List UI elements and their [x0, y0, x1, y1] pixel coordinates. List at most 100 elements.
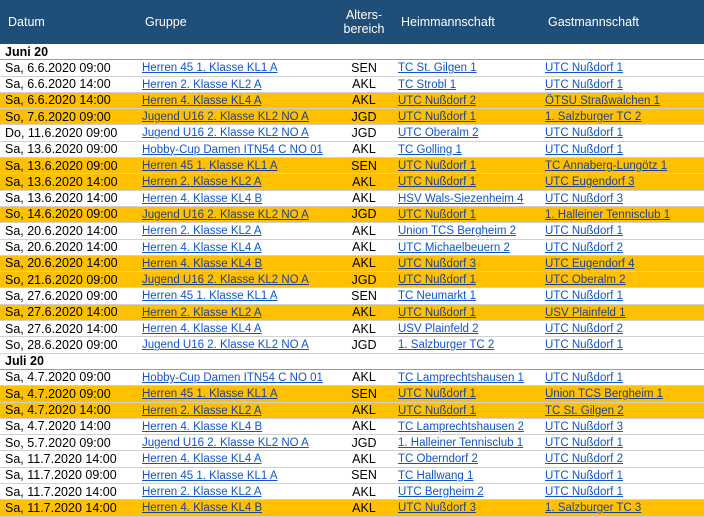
match-home-team-link[interactable]: 1. Salzburger TC 2 — [398, 339, 495, 352]
match-group-link[interactable]: Herren 2. Klasse KL2 A — [142, 78, 262, 91]
match-group-link[interactable]: Jugend U16 2. Klasse KL2 NO A — [142, 127, 309, 140]
match-home-team: UTC Nußdorf 1 — [393, 271, 540, 289]
match-guest-team-link[interactable]: UTC Nußdorf 3 — [545, 192, 623, 205]
match-home-team-link[interactable]: TC Oberndorf 2 — [398, 453, 478, 466]
match-group-link[interactable]: Herren 4. Klasse KL4 B — [142, 192, 263, 205]
match-group-link[interactable]: Herren 4. Klasse KL4 B — [142, 420, 263, 433]
match-home-team-link[interactable]: HSV Wals-Siezenheim 4 — [398, 192, 524, 205]
match-group-link[interactable]: Herren 4. Klasse KL4 A — [142, 241, 262, 254]
match-group-link[interactable]: Herren 4. Klasse KL4 B — [142, 257, 263, 270]
match-guest-team-link[interactable]: UTC Nußdorf 3 — [545, 420, 623, 433]
match-home-team-link[interactable]: UTC Nußdorf 1 — [398, 306, 476, 319]
match-guest-team-link[interactable]: UTC Nußdorf 1 — [545, 225, 623, 238]
match-home-team-link[interactable]: UTC Nußdorf 2 — [398, 94, 476, 107]
match-group-link[interactable]: Herren 45 1. Klasse KL1 A — [142, 469, 278, 482]
match-home-team-link[interactable]: UTC Nußdorf 1 — [398, 404, 476, 417]
match-group-link[interactable]: Jugend U16 2. Klasse KL2 NO A — [142, 274, 309, 287]
match-group-link[interactable]: Herren 45 1. Klasse KL1 A — [142, 160, 278, 173]
match-home-team-link[interactable]: TC Lamprechtshausen 2 — [398, 420, 524, 433]
match-guest-team-link[interactable]: UTC Nußdorf 1 — [545, 437, 623, 450]
match-guest-team-link[interactable]: 1. Salzburger TC 3 — [545, 502, 642, 515]
match-group: Herren 4. Klasse KL4 B — [137, 190, 335, 207]
match-home-team-link[interactable]: TC Hallwang 1 — [398, 469, 474, 482]
match-date: Sa, 27.6.2020 14:00 — [0, 304, 137, 322]
match-guest-team-link[interactable]: UTC Eugendorf 3 — [545, 176, 635, 189]
match-group-link[interactable]: Herren 4. Klasse KL4 A — [142, 323, 262, 336]
match-row: Sa, 6.6.2020 14:00 Herren 4. Klasse KL4 A… — [0, 92, 704, 110]
match-guest-team-link[interactable]: 1. Halleiner Tennisclub 1 — [545, 208, 671, 221]
match-home-team-link[interactable]: UTC Bergheim 2 — [398, 486, 484, 499]
match-group: Herren 4. Klasse KL4 A — [137, 450, 335, 468]
match-group-link[interactable]: Herren 45 1. Klasse KL1 A — [142, 62, 278, 75]
match-group-link[interactable]: Herren 4. Klasse KL4 A — [142, 94, 262, 107]
match-home-team-link[interactable]: UTC Michaelbeuern 2 — [398, 241, 510, 254]
match-group-link[interactable]: Jugend U16 2. Klasse KL2 NO A — [142, 339, 309, 352]
match-guest-team: ÖTSU Straßwalchen 1 — [540, 92, 704, 110]
match-guest-team-link[interactable]: UTC Nußdorf 1 — [545, 469, 623, 482]
match-guest-team: UTC Nußdorf 1 — [540, 369, 704, 387]
match-date: Sa, 4.7.2020 09:00 — [0, 385, 137, 403]
match-home-team-link[interactable]: UTC Nußdorf 1 — [398, 388, 476, 401]
match-guest-team-link[interactable]: UTC Nußdorf 1 — [545, 486, 623, 499]
match-home-team: Union TCS Bergheim 2 — [393, 222, 540, 240]
match-group-link[interactable]: Jugend U16 2. Klasse KL2 NO A — [142, 111, 309, 124]
match-age-group: AKL — [335, 141, 393, 159]
match-group-link[interactable]: Herren 4. Klasse KL4 A — [142, 453, 262, 466]
match-guest-team-link[interactable]: UTC Oberalm 2 — [545, 274, 626, 287]
match-guest-team-link[interactable]: UTC Nußdorf 1 — [545, 78, 623, 91]
match-guest-team-link[interactable]: UTC Eugendorf 4 — [545, 257, 635, 270]
match-home-team-link[interactable]: TC Lamprechtshausen 1 — [398, 371, 524, 384]
match-home-team: UTC Nußdorf 1 — [393, 206, 540, 224]
match-home-team-link[interactable]: Union TCS Bergheim 2 — [398, 225, 517, 238]
match-group-link[interactable]: Herren 2. Klasse KL2 A — [142, 404, 262, 417]
match-date: Sa, 13.6.2020 09:00 — [0, 141, 137, 159]
match-guest-team-link[interactable]: UTC Nußdorf 1 — [545, 127, 623, 140]
match-home-team-link[interactable]: TC Strobl 1 — [398, 78, 457, 91]
match-group-link[interactable]: Herren 45 1. Klasse KL1 A — [142, 388, 278, 401]
match-guest-team-link[interactable]: UTC Nußdorf 2 — [545, 453, 623, 466]
match-group-link[interactable]: Hobby-Cup Damen ITN54 C NO 01 — [142, 143, 323, 156]
match-guest-team-link[interactable]: UTC Nußdorf 1 — [545, 290, 623, 303]
match-group: Jugend U16 2. Klasse KL2 NO A — [137, 434, 335, 452]
match-group-link[interactable]: Herren 2. Klasse KL2 A — [142, 306, 262, 319]
match-home-team-link[interactable]: 1. Halleiner Tennisclub 1 — [398, 437, 524, 450]
match-group-link[interactable]: Herren 4. Klasse KL4 B — [142, 502, 263, 515]
match-group-link[interactable]: Hobby-Cup Damen ITN54 C NO 01 — [142, 371, 323, 384]
match-row: Sa, 4.7.2020 14:00 Herren 4. Klasse KL4 B… — [0, 418, 704, 436]
match-home-team-link[interactable]: UTC Nußdorf 3 — [398, 502, 476, 515]
match-home-team-link[interactable]: UTC Oberalm 2 — [398, 127, 479, 140]
match-guest-team-link[interactable]: UTC Nußdorf 1 — [545, 339, 623, 352]
match-home-team-link[interactable]: TC Golling 1 — [398, 143, 462, 156]
match-home-team-link[interactable]: TC Neumarkt 1 — [398, 290, 476, 303]
match-group-link[interactable]: Jugend U16 2. Klasse KL2 NO A — [142, 208, 309, 221]
match-home-team-link[interactable]: UTC Nußdorf 1 — [398, 160, 476, 173]
match-guest-team-link[interactable]: UTC Nußdorf 1 — [545, 371, 623, 384]
match-home-team-link[interactable]: UTC Nußdorf 1 — [398, 111, 476, 124]
match-home-team-link[interactable]: UTC Nußdorf 3 — [398, 257, 476, 270]
match-group-link[interactable]: Herren 2. Klasse KL2 A — [142, 176, 262, 189]
match-guest-team-link[interactable]: UTC Nußdorf 2 — [545, 241, 623, 254]
match-home-team-link[interactable]: UTC Nußdorf 1 — [398, 274, 476, 287]
match-guest-team-link[interactable]: TC Annaberg-Lungötz 1 — [545, 160, 668, 173]
match-guest-team-link[interactable]: 1. Salzburger TC 2 — [545, 111, 642, 124]
match-group-link[interactable]: Herren 2. Klasse KL2 A — [142, 486, 262, 499]
match-guest-team-link[interactable]: TC St. Gilgen 2 — [545, 404, 624, 417]
match-group-link[interactable]: Herren 45 1. Klasse KL1 A — [142, 290, 278, 303]
match-row: So, 7.6.2020 09:00 Jugend U16 2. Klasse K… — [0, 108, 704, 126]
match-guest-team-link[interactable]: ÖTSU Straßwalchen 1 — [545, 94, 661, 107]
match-group-link[interactable]: Herren 2. Klasse KL2 A — [142, 225, 262, 238]
match-guest-team-link[interactable]: UTC Nußdorf 2 — [545, 323, 623, 336]
match-group-link[interactable]: Jugend U16 2. Klasse KL2 NO A — [142, 437, 309, 450]
match-age-group: SEN — [335, 287, 393, 305]
match-guest-team-link[interactable]: Union TCS Bergheim 1 — [545, 388, 664, 401]
match-guest-team-link[interactable]: UTC Nußdorf 1 — [545, 143, 623, 156]
match-group: Jugend U16 2. Klasse KL2 NO A — [137, 271, 335, 289]
match-home-team-link[interactable]: UTC Nußdorf 1 — [398, 208, 476, 221]
match-guest-team-link[interactable]: UTC Nußdorf 1 — [545, 62, 623, 75]
match-guest-team-link[interactable]: USV Plainfeld 1 — [545, 306, 626, 319]
match-home-team-link[interactable]: TC St. Gilgen 1 — [398, 62, 477, 75]
match-home-team-link[interactable]: UTC Nußdorf 1 — [398, 176, 476, 189]
match-age-group: AKL — [335, 418, 393, 436]
match-home-team-link[interactable]: USV Plainfeld 2 — [398, 323, 479, 336]
match-age-group: AKL — [335, 320, 393, 338]
